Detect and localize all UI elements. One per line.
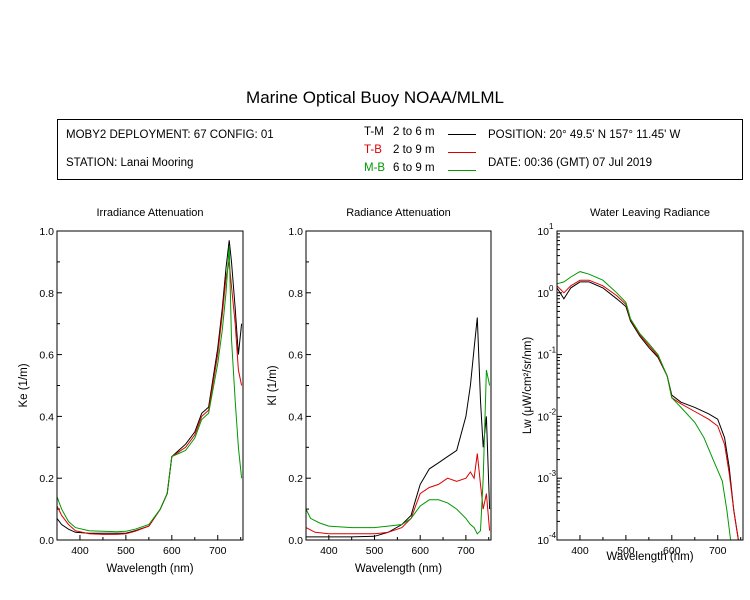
y-tick-label: 0.0: [288, 535, 303, 547]
series-line-t-m: [56, 240, 243, 534]
series-line-t-b: [556, 279, 739, 541]
y-tick-label: 0.6: [39, 350, 54, 362]
x-axis-label: Wavelength (nm): [355, 563, 442, 575]
info-box: MOBY2 DEPLOYMENT: 67 CONFIG: 01 STATION:…: [57, 119, 743, 180]
x-tick-label: 500: [117, 545, 135, 557]
series-line-t-b: [305, 453, 491, 535]
x-axis-label: Wavelength (nm): [106, 563, 193, 575]
y-tick-exponent: -4: [549, 531, 557, 540]
x-tick-label: 700: [709, 545, 727, 557]
series-line-t-b: [56, 261, 243, 535]
legend-swatch-tm: [448, 134, 476, 135]
chart-2: Radiance Attenuation 400 500 600 700 0.0 0.2 0.…: [267, 207, 492, 575]
series-line-m-b: [305, 369, 491, 535]
y-tick-label: 0.2: [288, 473, 303, 485]
chart-1: Irradiance Attenuation 400 500 600 700 0.0 0.2…: [18, 207, 244, 575]
legend-swatch-tb: [448, 152, 476, 153]
x-tick-label: 500: [366, 545, 384, 557]
y-tick-exponent: -1: [549, 346, 557, 355]
y-tick-label: 10: [537, 535, 549, 547]
date-text: DATE: 00:36 (GMT) 07 Jul 2019: [488, 157, 653, 169]
y-tick-label: 0.6: [288, 350, 303, 362]
y-axis-label: Lw (μW/cm²/sr/nm): [522, 337, 534, 435]
series-line-t-m: [556, 281, 739, 541]
y-tick-label: 10: [537, 226, 549, 238]
x-tick-label: 500: [617, 545, 635, 557]
legend-range-tb: 2 to 9 m: [393, 144, 435, 156]
y-tick-label: 0.4: [39, 411, 54, 423]
y-tick-label: 0.4: [288, 411, 303, 423]
chart-title: Radiance Attenuation: [346, 207, 451, 219]
legend-code-mb: M-B: [364, 162, 386, 174]
y-tick-label: 10: [537, 411, 549, 423]
y-tick-label: 10: [537, 473, 549, 485]
x-tick-label: 600: [663, 545, 681, 557]
y-tick-label: 0.2: [39, 473, 54, 485]
y-axis-label: Kl (1/m): [267, 365, 279, 405]
x-tick-label: 700: [209, 545, 227, 557]
x-tick-label: 400: [320, 545, 338, 557]
x-tick-label: 700: [457, 545, 475, 557]
x-tick-label: 400: [71, 545, 89, 557]
chart-title: Water Leaving Radiance: [590, 207, 710, 219]
page-title: Marine Optical Buoy NOAA/MLML: [246, 88, 504, 107]
y-tick-exponent: 1: [549, 222, 554, 231]
y-tick-label: 10: [537, 350, 549, 362]
series-line-m-b: [556, 271, 732, 541]
chart-title: Irradiance Attenuation: [96, 207, 203, 219]
legend-code-tb: T-B: [364, 144, 382, 156]
x-tick-label: 600: [163, 545, 181, 557]
deployment-text: MOBY2 DEPLOYMENT: 67 CONFIG: 01: [66, 129, 274, 141]
plot-frame: [305, 230, 492, 541]
position-text: POSITION: 20° 49.5' N 157° 11.45' W: [488, 129, 681, 141]
legend-range-mb: 6 to 9 m: [393, 162, 435, 174]
y-tick-label: 10: [537, 288, 549, 300]
y-tick-label: 1.0: [39, 226, 54, 238]
x-tick-label: 400: [571, 545, 589, 557]
legend-code-tm: T-M: [364, 126, 384, 138]
series-line-m-b: [56, 246, 243, 533]
y-tick-exponent: -2: [549, 407, 557, 416]
y-tick-label: 0.8: [288, 288, 303, 300]
x-tick-label: 600: [411, 545, 429, 557]
series-line-t-m: [306, 317, 491, 538]
y-tick-label: 1.0: [288, 226, 303, 238]
y-tick-label: 0.8: [39, 288, 54, 300]
y-tick-exponent: -3: [549, 469, 557, 478]
y-tick-exponent: 0: [549, 284, 554, 293]
plot-frame: [56, 230, 244, 541]
legend-range-tm: 2 to 6 m: [393, 126, 435, 138]
x-axis-label: Wavelength (nm): [606, 551, 693, 563]
plot-frame: [556, 230, 744, 541]
station-text: STATION: Lanai Mooring: [66, 157, 194, 169]
y-tick-label: 0.0: [39, 535, 54, 547]
y-axis-label: Ke (1/m): [18, 363, 30, 407]
legend-swatch-mb: [448, 170, 476, 171]
